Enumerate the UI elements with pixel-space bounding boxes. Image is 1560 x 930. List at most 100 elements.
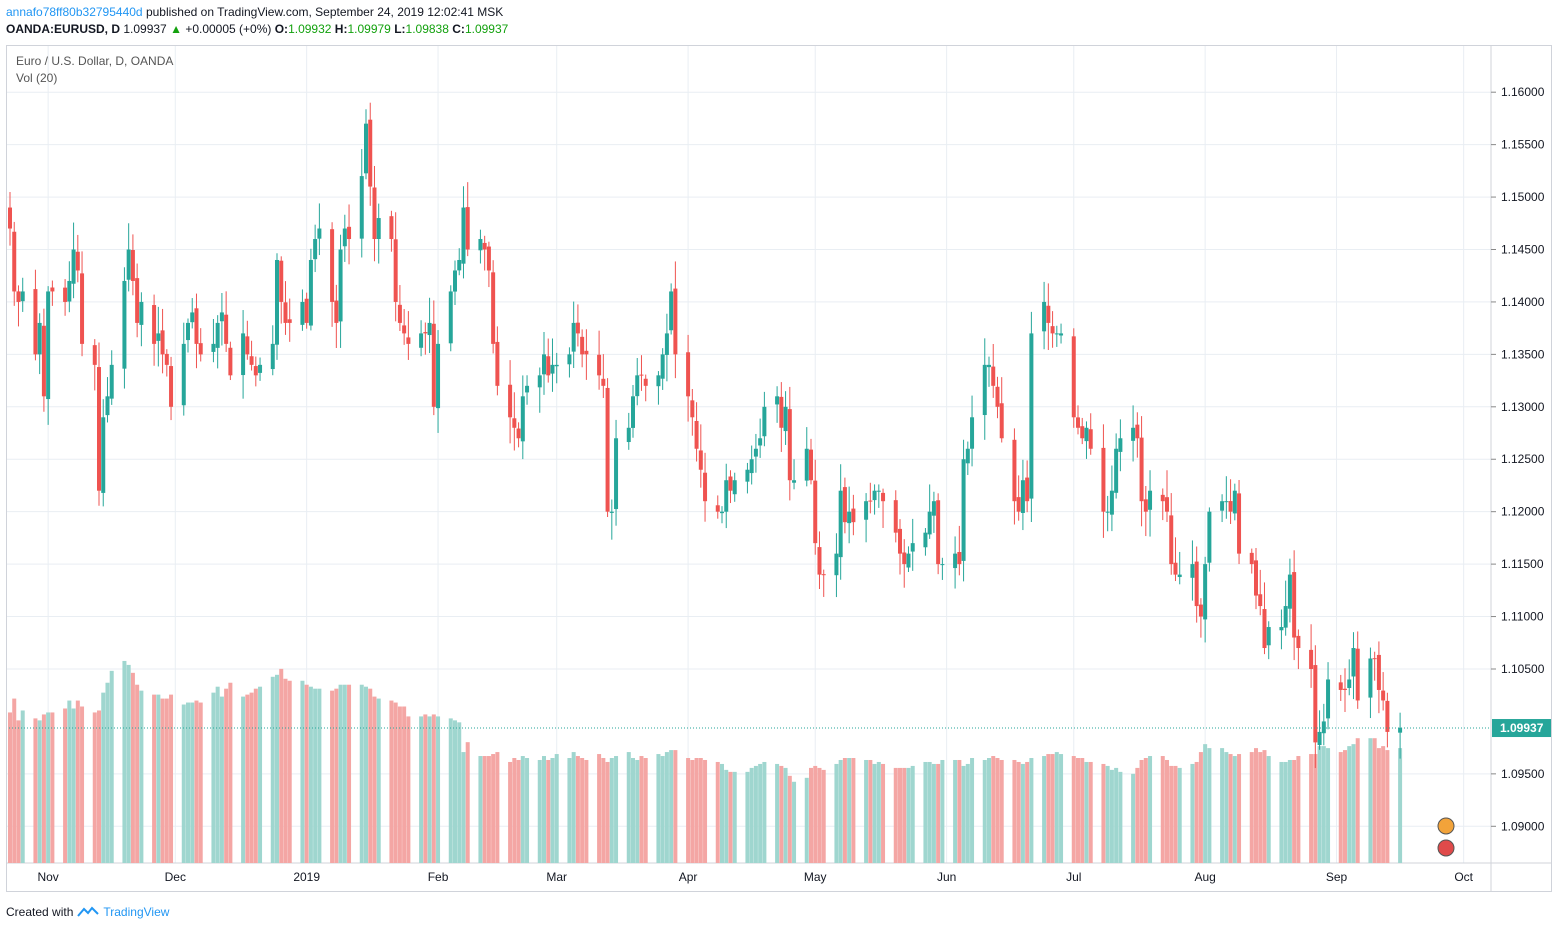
candle-body	[75, 251, 80, 271]
volume-bar	[571, 752, 576, 863]
candle-body	[359, 176, 364, 239]
candle-body	[486, 246, 491, 271]
volume-bar	[50, 712, 55, 863]
candle-body	[516, 428, 521, 439]
candle-body	[1012, 439, 1017, 502]
volume-bar	[851, 758, 856, 863]
candle-body	[50, 287, 55, 292]
candle-body	[542, 354, 546, 375]
symbol-ohlc-line: OANDA:EURUSD, D 1.09937 ▲ +0.00005 (+0%)…	[6, 22, 508, 36]
y-tick-label: 1.15500	[1501, 138, 1545, 152]
close-label: C:	[452, 22, 465, 36]
candle-body	[614, 438, 619, 510]
volume-bar	[1131, 773, 1136, 863]
candle-body	[1228, 501, 1233, 512]
volume-bar	[732, 771, 737, 863]
candle-body	[46, 291, 51, 400]
volume-bar	[342, 684, 347, 863]
volume-bar	[1165, 759, 1169, 863]
volume-bar	[1143, 758, 1148, 863]
volume-bar	[1321, 746, 1326, 863]
volume-bar	[135, 684, 140, 863]
volume-bar	[1177, 767, 1182, 863]
candle-body	[63, 287, 68, 302]
y-tick-label: 1.14500	[1501, 243, 1545, 257]
candle-body	[139, 301, 144, 325]
volume-bar	[419, 716, 424, 863]
candle-body	[601, 378, 606, 386]
candle-body	[669, 291, 674, 331]
candle-body	[1020, 480, 1025, 513]
candle-body	[1266, 627, 1271, 646]
candle-body	[372, 187, 377, 240]
volume-bar	[71, 708, 76, 863]
candle-body	[1084, 427, 1089, 442]
candle-body	[8, 207, 12, 229]
x-tick-label: Jun	[937, 870, 956, 884]
volume-bar	[965, 763, 970, 863]
price-chart[interactable]: Nov Dec 2019 Feb Mar Apr May Jun Jul Aug Sep Oct 1.1…	[6, 45, 1552, 892]
volume-bar	[228, 682, 233, 863]
candle-body	[732, 480, 737, 495]
volume-bar	[97, 710, 101, 863]
volume-bar	[245, 694, 250, 863]
volume-bar	[1046, 754, 1051, 863]
volume-bar	[940, 759, 945, 863]
volume-bar	[1249, 752, 1254, 863]
candle-body	[1326, 679, 1331, 719]
candle-body	[1135, 424, 1140, 439]
x-tick-label: Apr	[679, 870, 698, 884]
volume-bar	[16, 720, 21, 863]
volume-bar	[601, 758, 606, 863]
volume-legend: Vol (20)	[16, 71, 58, 85]
candle-body	[1398, 727, 1403, 733]
candle-body	[190, 312, 195, 323]
x-tick-label: Oct	[1454, 870, 1473, 884]
tradingview-brand[interactable]: TradingView	[103, 905, 170, 919]
volume-bar	[936, 763, 941, 863]
candle-body	[1131, 427, 1136, 441]
candle-body	[609, 511, 614, 513]
candle-body	[101, 417, 106, 493]
volume-bar	[300, 680, 305, 863]
x-tick-label: Feb	[428, 870, 449, 884]
event-flag-circle	[1437, 817, 1455, 835]
candle-body	[1376, 654, 1381, 690]
candle-body	[1347, 679, 1352, 688]
candle-body	[961, 459, 966, 561]
candle-body	[567, 354, 572, 365]
volume-bar	[1287, 759, 1292, 863]
event-flag-circle	[1437, 839, 1455, 857]
candle-body	[868, 500, 873, 502]
candle-body	[1237, 493, 1242, 554]
volume-bar	[63, 708, 68, 863]
volume-bar	[287, 680, 292, 863]
candle-body	[1309, 649, 1314, 669]
candle-body	[1317, 731, 1322, 746]
y-tick-label: 1.14000	[1501, 295, 1545, 309]
candle-body	[1050, 326, 1055, 334]
candle-body	[20, 291, 25, 302]
candle-body	[436, 343, 441, 409]
candle-body	[1254, 560, 1258, 596]
volume-bar	[1207, 748, 1212, 863]
volume-bar	[486, 756, 491, 863]
volume-bar	[130, 672, 135, 863]
y-tick-label: 1.11500	[1501, 557, 1544, 571]
candle-body	[881, 492, 886, 502]
candle-body	[308, 259, 313, 326]
author-link[interactable]: annafo78ff80b32795440d	[6, 5, 143, 19]
candle-body	[927, 511, 932, 535]
volume-bar	[1279, 761, 1284, 863]
volume-bar	[703, 759, 708, 863]
volume-bar	[368, 688, 373, 863]
volume-bar	[660, 756, 665, 863]
volume-bar	[181, 704, 186, 863]
volume-bar	[1173, 765, 1178, 863]
series-legend: Euro / U.S. Dollar, D, OANDA	[16, 54, 174, 68]
candle-body	[270, 343, 275, 370]
y-tick-label: 1.10500	[1501, 662, 1545, 676]
candle-body	[953, 553, 958, 569]
volume-bar	[987, 758, 991, 863]
volume-bar	[219, 696, 224, 863]
